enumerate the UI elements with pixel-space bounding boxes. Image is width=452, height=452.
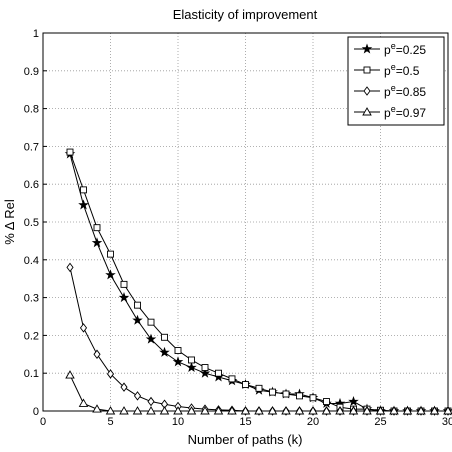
y-tick-label: 0.4 (24, 255, 39, 267)
y-tick-label: 0.3 (24, 293, 39, 305)
marker (242, 381, 249, 388)
marker (188, 356, 195, 364)
marker (105, 406, 116, 415)
marker (119, 406, 129, 415)
marker (186, 361, 197, 373)
y-tick-label: 0.8 (24, 104, 39, 116)
marker (133, 391, 142, 401)
marker (66, 262, 74, 273)
marker (161, 333, 168, 341)
marker (65, 370, 75, 379)
marker (146, 406, 156, 415)
marker (120, 280, 128, 288)
marker (363, 86, 371, 96)
x-tick-label: 20 (307, 416, 319, 428)
legend-label: pe=0.97 (384, 104, 426, 120)
y-tick-label: 0.6 (24, 179, 39, 191)
marker (92, 404, 102, 413)
marker (120, 382, 128, 392)
marker (66, 148, 74, 156)
marker (93, 224, 101, 232)
marker (107, 250, 114, 258)
marker (240, 406, 251, 415)
y-tick-label: 1 (33, 28, 39, 40)
marker (362, 107, 372, 116)
marker (134, 301, 141, 309)
marker (335, 406, 345, 415)
marker (159, 406, 170, 415)
x-tick-label: 10 (172, 416, 184, 428)
y-tick-label: 0.5 (24, 217, 39, 229)
marker (228, 375, 236, 383)
marker (78, 199, 89, 210)
marker (416, 406, 426, 415)
x-tick-label: 15 (239, 416, 251, 428)
x-tick-label: 5 (107, 416, 113, 428)
y-tick-label: 0.7 (24, 141, 39, 153)
x-tick-label: 30 (442, 416, 452, 428)
marker (173, 406, 183, 415)
y-tick-label: 0.2 (24, 330, 39, 342)
x-tick-label: 25 (374, 416, 386, 428)
marker (281, 406, 291, 415)
marker (91, 237, 103, 248)
marker (348, 406, 359, 415)
marker (199, 367, 211, 378)
marker (309, 394, 317, 402)
marker (362, 406, 372, 415)
marker (254, 406, 264, 415)
marker (375, 406, 386, 415)
marker (79, 323, 88, 333)
marker (93, 349, 101, 360)
marker (200, 406, 210, 415)
marker (145, 333, 157, 344)
marker (348, 396, 359, 407)
marker (78, 398, 89, 407)
marker (215, 369, 222, 377)
marker (443, 406, 452, 415)
y-tick-label: 0.1 (24, 368, 39, 380)
marker (429, 406, 440, 415)
marker (118, 292, 130, 303)
chart-title: Elasticity of improvement (173, 7, 318, 22)
marker (269, 388, 276, 396)
marker (323, 398, 330, 405)
legend-label: pe=0.85 (384, 83, 426, 99)
x-tick-label: 0 (40, 416, 46, 428)
marker (361, 43, 373, 54)
marker (255, 384, 263, 392)
marker (389, 406, 399, 415)
marker (308, 406, 318, 415)
marker (363, 66, 371, 74)
marker (213, 406, 224, 415)
marker (267, 406, 278, 415)
marker (132, 314, 143, 325)
marker (80, 186, 87, 194)
marker (132, 406, 143, 415)
marker (159, 346, 170, 357)
marker (321, 406, 332, 415)
y-tick-label: 0.9 (24, 66, 39, 78)
y-tick-label: 0 (33, 406, 39, 418)
marker (174, 347, 182, 354)
legend-label: pe=0.25 (384, 41, 426, 57)
marker (186, 406, 197, 415)
legend-label: pe=0.5 (384, 62, 420, 78)
marker (105, 269, 116, 280)
marker (147, 318, 155, 326)
marker (282, 390, 290, 398)
x-axis-label: Number of paths (k) (188, 432, 303, 447)
y-axis-label: % Δ Rel (2, 199, 17, 245)
marker (147, 396, 155, 407)
marker (227, 406, 237, 415)
marker (172, 356, 184, 367)
marker (201, 364, 209, 371)
marker (296, 392, 303, 400)
legend-box (347, 36, 445, 126)
marker (402, 406, 413, 415)
marker (294, 406, 305, 415)
marker (106, 369, 115, 379)
